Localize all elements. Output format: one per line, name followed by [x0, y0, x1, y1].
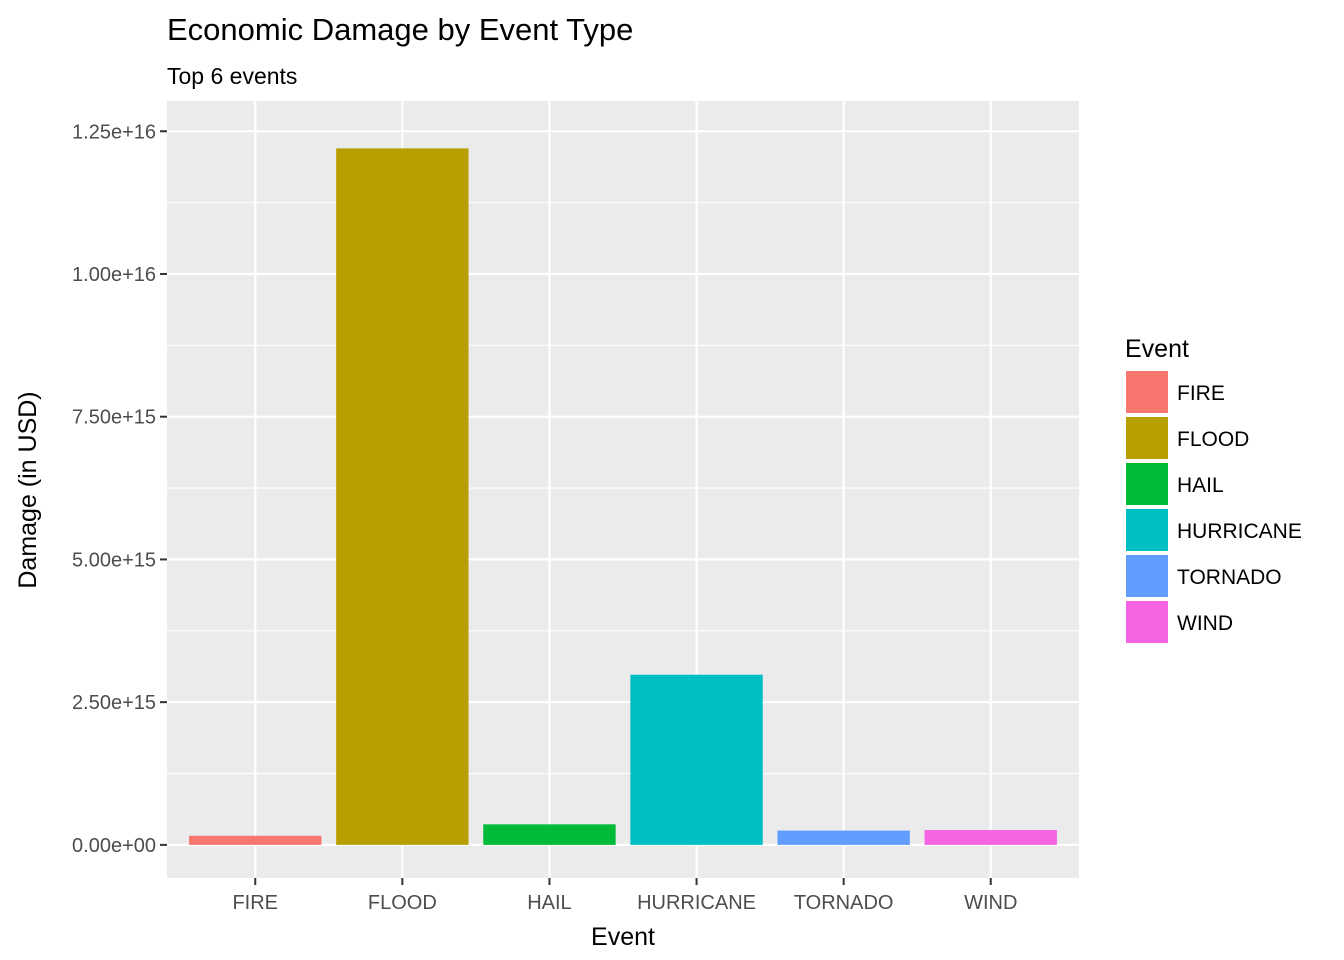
y-axis: 0.00e+00 2.50e+15 5.00e+15 7.50e+15 1.00e+16… — [72, 121, 167, 857]
legend-label: HAIL — [1177, 474, 1224, 497]
x-tick-label: HURRICANE — [637, 892, 756, 914]
y-tick-label: 0.00e+00 — [72, 835, 156, 857]
bars — [189, 148, 1057, 845]
plot-panel — [167, 101, 1079, 878]
bar-fire — [189, 835, 322, 845]
y-tick-label: 5.00e+15 — [72, 549, 156, 571]
x-axis: FIRE FLOOD HAIL HURRICANE TORNADO WIND — [232, 878, 1017, 914]
legend-key-hail — [1126, 463, 1168, 505]
chart-title: Economic Damage by Event Type — [167, 12, 633, 47]
x-axis-title: Event — [591, 923, 655, 951]
legend-label: FIRE — [1177, 382, 1225, 405]
bar-hail — [483, 824, 616, 845]
x-tick-label: FIRE — [232, 892, 278, 914]
legend-key-hurricane — [1126, 509, 1168, 551]
legend-key-fire — [1126, 371, 1168, 413]
bar-flood — [336, 148, 469, 845]
bar-wind — [924, 830, 1057, 845]
y-tick-label: 1.25e+16 — [72, 121, 156, 143]
x-tick-label: WIND — [964, 892, 1017, 914]
legend-key-wind — [1126, 601, 1168, 643]
x-tick-label: FLOOD — [368, 892, 437, 914]
y-tick-label: 1.00e+16 — [72, 264, 156, 286]
bar-hurricane — [630, 674, 763, 845]
legend-label: WIND — [1177, 612, 1233, 635]
legend-key-tornado — [1126, 555, 1168, 597]
x-tick-label: TORNADO — [794, 892, 894, 914]
legend: Event FIRE FLOOD HAIL HURRICANE TORNADO WIND — [1125, 335, 1302, 643]
legend-label: HURRICANE — [1177, 520, 1302, 543]
y-tick-label: 7.50e+15 — [72, 407, 156, 429]
y-tick-label: 2.50e+15 — [72, 692, 156, 714]
legend-title: Event — [1125, 335, 1189, 363]
legend-label: FLOOD — [1177, 428, 1249, 451]
minor-gridlines — [167, 202, 1079, 775]
bar-tornado — [777, 830, 910, 845]
x-tick-label: HAIL — [527, 892, 571, 914]
chart-subtitle: Top 6 events — [167, 63, 297, 89]
legend-key-flood — [1126, 417, 1168, 459]
y-axis-title: Damage (in USD) — [14, 391, 42, 588]
legend-label: TORNADO — [1177, 566, 1282, 589]
